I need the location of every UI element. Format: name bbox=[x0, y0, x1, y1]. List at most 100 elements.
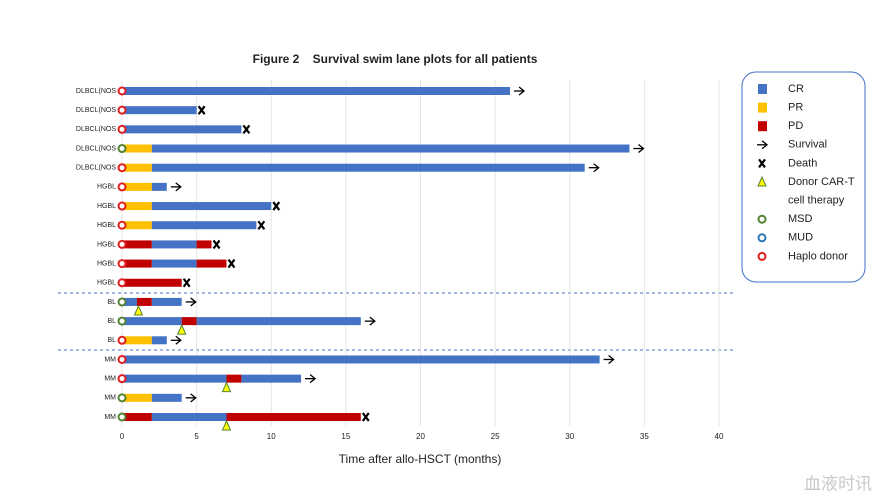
patient-label: HGBL bbox=[97, 203, 116, 210]
survival-arrow bbox=[603, 354, 615, 364]
arrow-head bbox=[309, 374, 317, 384]
arrow-head bbox=[175, 335, 182, 345]
x-tick-label: 25 bbox=[491, 432, 500, 441]
x-tick-label: 40 bbox=[715, 432, 724, 441]
segment bbox=[122, 278, 182, 287]
segment bbox=[122, 221, 152, 230]
cross bbox=[272, 201, 281, 211]
legend-label: PR bbox=[788, 102, 803, 114]
donor-marker bbox=[117, 393, 127, 403]
segment bbox=[226, 413, 361, 421]
death-marker bbox=[212, 239, 221, 250]
segment bbox=[122, 144, 152, 153]
patient-label: DLBCL(NOS bbox=[76, 145, 116, 152]
segment bbox=[151, 182, 167, 191]
legend-swatch bbox=[758, 121, 767, 132]
x-tick-label: 30 bbox=[565, 432, 574, 441]
death-marker bbox=[242, 124, 251, 135]
patient-label: HGBL bbox=[97, 241, 116, 248]
patient-label: HGBL bbox=[97, 260, 116, 267]
legend-label: Survival bbox=[788, 139, 827, 151]
donor-marker bbox=[117, 220, 127, 230]
survival-arrow bbox=[633, 144, 645, 154]
segment bbox=[181, 317, 197, 326]
patient-label: HGBL bbox=[97, 222, 116, 229]
cross bbox=[197, 105, 206, 115]
survival-arrow bbox=[364, 316, 376, 326]
legend-swatch bbox=[757, 251, 767, 261]
segment bbox=[151, 413, 227, 421]
legend-box bbox=[741, 71, 866, 283]
patient-label: DLBCL(NOS bbox=[76, 107, 116, 114]
segment bbox=[151, 336, 167, 345]
legend-label: cell therapy bbox=[788, 195, 845, 207]
arrow-head bbox=[518, 86, 526, 96]
arrow-head bbox=[593, 163, 600, 173]
patient-label: MM bbox=[104, 414, 116, 421]
survival-arrow bbox=[588, 163, 600, 173]
legend-label: MSD bbox=[788, 213, 813, 225]
arrow-head bbox=[638, 144, 645, 154]
death-marker bbox=[272, 201, 281, 211]
segment bbox=[122, 336, 152, 345]
x-tick-label: 15 bbox=[341, 432, 350, 441]
survival-arrow bbox=[185, 393, 197, 403]
patient-label: BL bbox=[107, 318, 116, 325]
donor-marker bbox=[117, 259, 127, 269]
arrow-head bbox=[175, 182, 182, 192]
survival-arrow bbox=[514, 86, 526, 96]
survival-arrow bbox=[170, 182, 182, 192]
donor-marker bbox=[117, 335, 127, 345]
segment bbox=[196, 317, 361, 326]
donor-marker bbox=[117, 374, 127, 384]
segment bbox=[196, 259, 227, 268]
legend-swatch bbox=[758, 84, 767, 94]
donor-marker bbox=[117, 278, 127, 288]
segment bbox=[122, 355, 600, 364]
cross bbox=[257, 220, 266, 230]
donor-marker bbox=[117, 354, 127, 364]
segment bbox=[122, 297, 137, 306]
survival-arrow bbox=[170, 335, 182, 345]
segment bbox=[151, 240, 197, 249]
patient-label: BL bbox=[107, 299, 116, 306]
segment bbox=[122, 240, 152, 249]
arrow-head bbox=[190, 393, 197, 403]
segment bbox=[241, 374, 302, 383]
death-marker bbox=[758, 158, 766, 169]
car-t-marker bbox=[221, 419, 232, 431]
donor-marker bbox=[117, 316, 127, 326]
patient-label: MM bbox=[104, 356, 116, 363]
cross bbox=[227, 258, 236, 269]
death-marker bbox=[197, 105, 206, 115]
segment bbox=[122, 317, 182, 326]
survival-arrow bbox=[185, 297, 197, 307]
arrow-head bbox=[608, 354, 615, 364]
x-tick-label: 10 bbox=[267, 432, 276, 441]
segment bbox=[226, 374, 242, 383]
segment bbox=[151, 393, 182, 402]
x-tick-label: 5 bbox=[194, 432, 199, 441]
donor-marker bbox=[117, 105, 127, 115]
legend-label: PD bbox=[788, 120, 803, 132]
segment bbox=[151, 297, 182, 306]
patient-label: BL bbox=[107, 337, 116, 344]
donor-marker bbox=[117, 163, 127, 173]
segment bbox=[122, 163, 152, 172]
death-marker bbox=[257, 220, 266, 230]
cross bbox=[361, 412, 370, 422]
legend-label: CR bbox=[788, 83, 804, 95]
x-axis-label: Time after allo-HSCT (months) bbox=[339, 452, 502, 466]
donor-marker bbox=[117, 124, 127, 134]
patient-label: HGBL bbox=[97, 280, 116, 287]
car-t-marker bbox=[757, 175, 767, 187]
segment bbox=[122, 393, 152, 402]
patient-label: DLBCL(NOS bbox=[76, 165, 116, 172]
survival-arrow bbox=[305, 374, 317, 384]
patient-label: DLBCL(NOS bbox=[76, 126, 116, 133]
patient-label: MM bbox=[104, 395, 116, 402]
segment bbox=[122, 106, 197, 115]
donor-marker bbox=[117, 239, 127, 249]
arrow-head bbox=[369, 316, 376, 326]
